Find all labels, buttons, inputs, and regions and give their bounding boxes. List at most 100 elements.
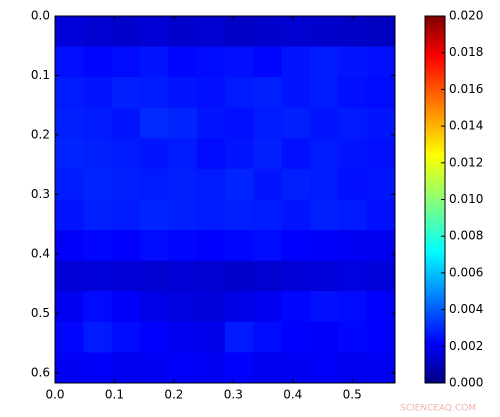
heat-cell [196, 321, 226, 353]
heat-cell [111, 352, 141, 384]
heat-cell [140, 199, 169, 231]
heat-cell [366, 260, 396, 292]
heat-cell [55, 16, 84, 48]
heat-cell [225, 199, 254, 231]
watermark: SCIENCEAQ.COM [400, 404, 476, 414]
heat-cell [111, 230, 141, 262]
heat-cell [140, 291, 169, 323]
heat-cell [55, 230, 84, 262]
heat-cell [310, 16, 339, 48]
heat-cell [281, 138, 311, 170]
heat-cell [253, 321, 283, 353]
heat-cell [225, 77, 254, 109]
heat-cell [338, 138, 368, 170]
y-tick-label: 0.6 [31, 365, 50, 379]
heat-cell [338, 199, 368, 231]
heat-cell [281, 77, 311, 109]
heat-cell [168, 260, 198, 292]
heat-cell [310, 46, 339, 78]
heat-cell [310, 291, 339, 323]
heat-cell [83, 138, 113, 170]
heat-cell [140, 352, 169, 384]
heat-cell [338, 352, 368, 384]
heat-cell [168, 352, 198, 384]
heat-cell [83, 107, 113, 139]
colorbar-tick-label: 0.012 [449, 155, 483, 169]
y-tick-label: 0.0 [31, 9, 50, 23]
x-tick-label: 0.3 [224, 388, 243, 402]
heat-cell [55, 138, 84, 170]
heat-cell [111, 16, 141, 48]
x-tick-label: 0.1 [105, 388, 124, 402]
heat-cell [111, 138, 141, 170]
heat-cell [196, 230, 226, 262]
plot-frame [54, 15, 396, 384]
heat-cell [83, 352, 113, 384]
heat-cell [55, 107, 84, 139]
heat-cell [168, 16, 198, 48]
heat-cell [55, 352, 84, 384]
colorbar-tick-label: 0.000 [449, 376, 483, 390]
heat-cell [225, 168, 254, 200]
heat-cell [253, 352, 283, 384]
heat-cell [168, 107, 198, 139]
heat-cell [111, 321, 141, 353]
heat-cell [338, 77, 368, 109]
heat-cell [281, 199, 311, 231]
heat-cell [225, 291, 254, 323]
heat-cell [338, 291, 368, 323]
heat-cell [310, 199, 339, 231]
heat-cell [55, 321, 84, 353]
heat-cell [281, 16, 311, 48]
x-tick-label: 0.0 [45, 388, 64, 402]
heat-cell [310, 138, 339, 170]
y-tick-label: 0.2 [31, 127, 50, 141]
heat-cell [111, 107, 141, 139]
heat-cell [338, 260, 368, 292]
heat-cell [111, 168, 141, 200]
heat-cell [168, 321, 198, 353]
heat-cell [83, 168, 113, 200]
heat-cell [83, 16, 113, 48]
heat-cell [366, 352, 396, 384]
heat-cell [253, 77, 283, 109]
heat-cell [83, 46, 113, 78]
heat-cell [168, 291, 198, 323]
colorbar-tick-label: 0.018 [449, 45, 483, 59]
heat-cell [168, 199, 198, 231]
heat-cell [111, 46, 141, 78]
heat-cell [366, 107, 396, 139]
heat-cell [196, 352, 226, 384]
heat-cell [225, 230, 254, 262]
heat-cell [140, 16, 169, 48]
heat-cell [196, 107, 226, 139]
heat-cell [366, 321, 396, 353]
heat-cell [55, 46, 84, 78]
heat-cell [366, 46, 396, 78]
heat-cell [281, 352, 311, 384]
heat-cell [253, 16, 283, 48]
colorbar-tick-label: 0.006 [449, 265, 483, 279]
heat-cell [225, 138, 254, 170]
heat-cell [140, 230, 169, 262]
heat-cell [168, 46, 198, 78]
heat-cell [253, 107, 283, 139]
heat-cell [310, 168, 339, 200]
heat-cell [281, 291, 311, 323]
x-tick-label: 0.4 [283, 388, 302, 402]
x-tick-label: 0.2 [164, 388, 183, 402]
y-tick-label: 0.4 [31, 246, 50, 260]
heat-cell [366, 138, 396, 170]
heat-cell [111, 199, 141, 231]
heat-cell [253, 46, 283, 78]
heat-cell [366, 77, 396, 109]
heat-cell [55, 77, 84, 109]
heat-cell [55, 260, 84, 292]
heat-cell [168, 138, 198, 170]
heat-cell [338, 321, 368, 353]
heat-cell [55, 291, 84, 323]
heat-cell [140, 168, 169, 200]
y-tick-label: 0.3 [31, 187, 50, 201]
heat-cell [225, 107, 254, 139]
heat-cell [310, 230, 339, 262]
